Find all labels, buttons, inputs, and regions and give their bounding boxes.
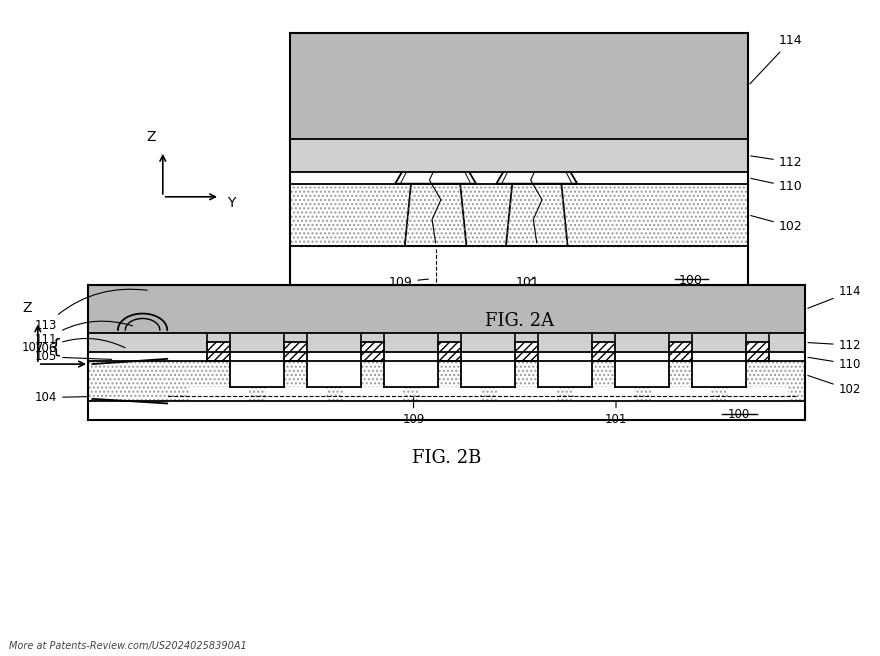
Text: 100: 100 [678,274,703,287]
Bar [516,342,539,361]
Bar [592,342,615,361]
Bar [290,33,748,139]
Bar [290,172,748,184]
Text: 101: 101 [605,398,627,426]
Text: X: X [96,363,106,378]
Bar [385,352,438,387]
Text: 113: 113 [35,289,147,332]
Text: 105: 105 [35,350,112,363]
Bar [670,342,693,361]
Polygon shape [496,164,577,184]
Text: 109: 109 [389,276,429,289]
Bar [670,342,693,361]
Bar [290,184,748,246]
Bar [307,352,362,387]
Bar [343,387,403,401]
Bar [615,352,670,387]
Bar [88,361,805,401]
Bar [290,33,748,139]
Text: 107: 107 [22,340,44,354]
Bar [88,361,167,401]
Bar [651,387,710,401]
Text: 114: 114 [750,34,803,84]
Text: 112: 112 [808,338,862,352]
Bar [575,387,634,401]
Bar [592,342,615,361]
Text: 111: 111 [34,321,133,346]
Bar [88,352,805,361]
Bar [539,352,592,387]
Bar [693,352,746,387]
Bar [497,387,556,401]
Text: FIG. 2A: FIG. 2A [485,312,554,329]
Bar [421,387,480,401]
Text: More at Patents-Review.com/US20240258390A1: More at Patents-Review.com/US20240258390… [9,641,246,651]
Text: Z: Z [147,131,156,144]
Polygon shape [405,167,466,246]
Bar [208,342,231,361]
Bar [284,342,307,361]
Bar [290,139,748,172]
Text: 104: 104 [35,391,103,404]
Text: 101: 101 [517,276,539,289]
Bar [88,333,805,352]
Bar [362,342,385,361]
Bar [88,285,805,333]
Text: 109: 109 [402,398,425,426]
Bar [438,342,461,361]
Bar [208,342,231,361]
Text: Y: Y [227,196,236,211]
Bar [189,387,249,401]
Bar [746,342,769,361]
Text: 112: 112 [751,155,803,169]
Bar [88,285,805,420]
Bar [88,361,805,401]
Bar [88,361,167,401]
Bar [729,387,788,401]
Bar [290,184,748,246]
Bar [290,33,748,285]
Text: FIG. 2B: FIG. 2B [412,449,481,467]
Text: 110: 110 [808,358,861,371]
Polygon shape [506,167,568,246]
Text: {: { [49,338,62,356]
Bar [290,139,748,172]
Bar [290,246,748,285]
Bar [88,401,805,420]
Text: Z: Z [23,301,32,315]
Bar [231,352,284,387]
Bar [516,342,539,361]
Bar [362,342,385,361]
Bar [438,342,461,361]
Bar [284,342,307,361]
Bar [746,342,769,361]
Text: 114: 114 [808,285,862,308]
Text: 102: 102 [751,216,803,233]
Text: 100: 100 [728,408,751,421]
Bar [267,387,326,401]
Text: 106: 106 [35,338,125,355]
Text: 102: 102 [808,375,861,396]
Bar [461,352,516,387]
Polygon shape [395,164,476,184]
Text: 110: 110 [751,178,803,194]
